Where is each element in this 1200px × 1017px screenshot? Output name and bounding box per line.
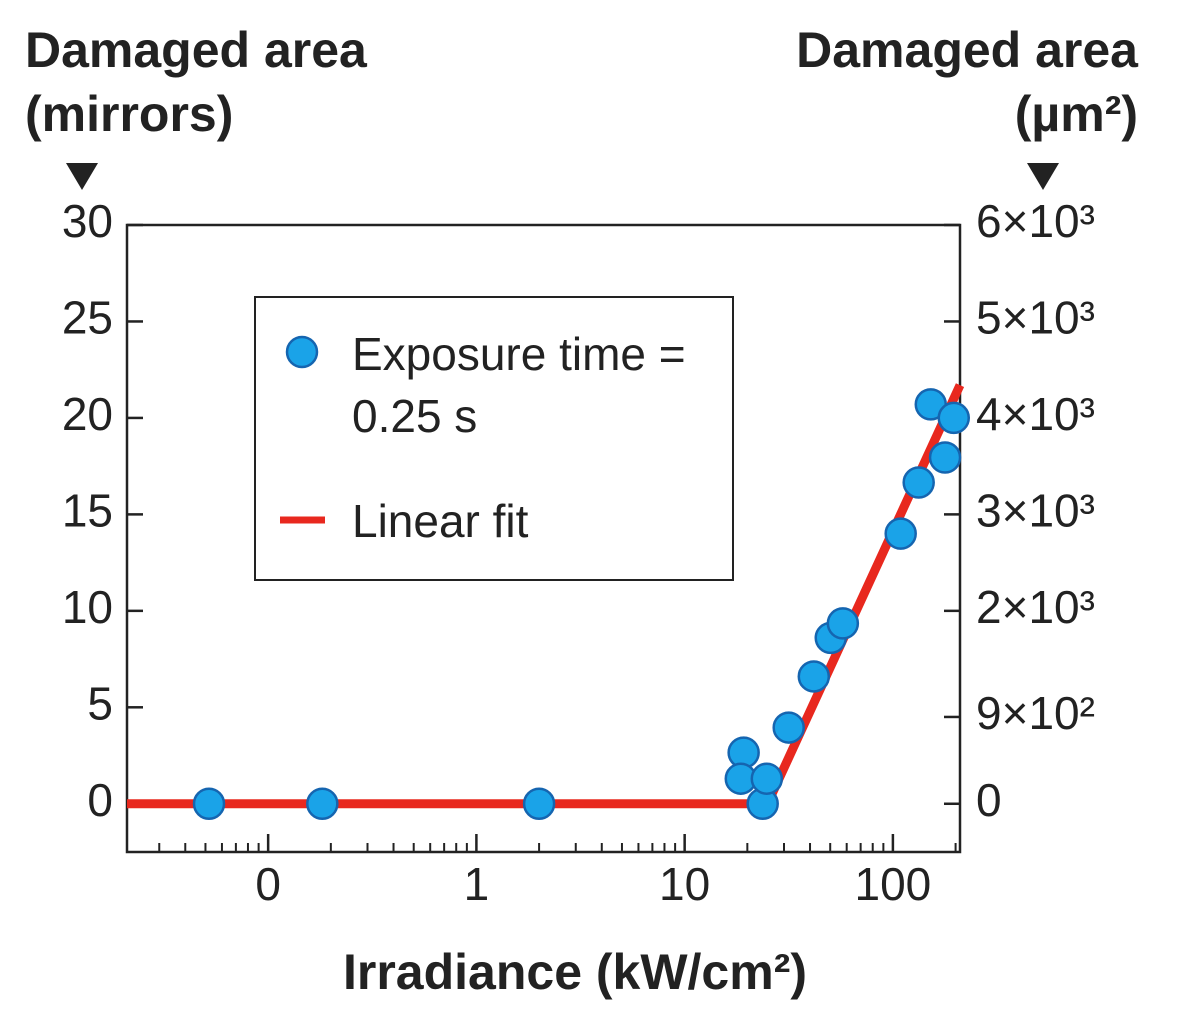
data-point	[884, 517, 917, 550]
y-tick-label: 5	[87, 677, 113, 729]
x-tick-label: 100	[855, 858, 932, 910]
y2-tick-label: 0	[976, 774, 1002, 826]
x-tick-label: 1	[464, 858, 490, 910]
data-point	[797, 660, 831, 693]
data-point	[826, 607, 860, 640]
y-tick-label: 10	[62, 581, 113, 633]
y2-tick-label: 2×10³	[976, 581, 1095, 633]
data-point	[772, 711, 805, 744]
x-tick-label: 10	[659, 858, 710, 910]
y2-tick-label: 3×10³	[976, 485, 1095, 537]
x-axis-title: Irradiance (kW/cm²)	[342, 944, 807, 1000]
data-point	[928, 441, 962, 474]
y-axis-title-left: Damaged area (mirrors)	[25, 22, 367, 142]
plot-frame	[125, 223, 962, 854]
arrow	[66, 163, 98, 190]
y-tick-label: 20	[62, 388, 113, 440]
legend-label: Linear fit	[352, 495, 529, 547]
y2-tick-label: 4×10³	[976, 388, 1095, 440]
y2-tick-label: 5×10³	[976, 292, 1095, 344]
y-axis-title-right: Damaged area (µm²)	[796, 22, 1138, 142]
data-point	[192, 787, 226, 821]
legend-box	[254, 296, 734, 581]
y-tick-label: 30	[62, 195, 113, 247]
y-tick-label: 25	[62, 292, 113, 344]
legend-swatch	[285, 335, 319, 369]
y2-tick-label: 9×10²	[976, 687, 1095, 739]
data-point	[937, 401, 971, 435]
data-point	[902, 466, 935, 499]
y2-tick-label: 6×10³	[976, 195, 1095, 247]
y-tick-label: 0	[87, 774, 113, 826]
data-point	[306, 787, 339, 821]
y-tick-label: 15	[62, 485, 113, 537]
legend-label: Exposure time = 0.25 s	[352, 328, 686, 442]
data-point	[522, 787, 556, 821]
data-point	[750, 762, 784, 795]
x-tick-label: 0	[255, 858, 281, 910]
arrow	[1027, 163, 1059, 190]
